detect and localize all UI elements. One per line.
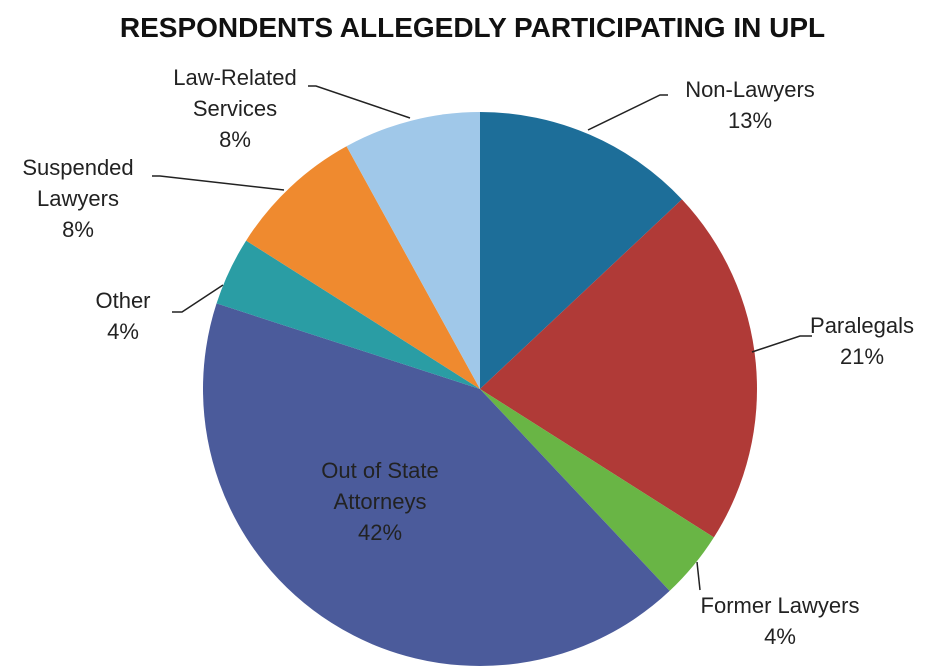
leader-line bbox=[308, 85, 411, 119]
value-label: 8% bbox=[219, 127, 251, 152]
slice-label: Other 4% bbox=[73, 285, 173, 347]
slice-label: Former Lawyers 4% bbox=[660, 590, 900, 652]
leader-lines bbox=[152, 85, 812, 591]
pie-slice bbox=[346, 112, 480, 389]
value-label: 4% bbox=[107, 319, 139, 344]
value-label: 4% bbox=[764, 624, 796, 649]
leader-line bbox=[751, 335, 812, 353]
pie-slice bbox=[203, 303, 670, 666]
slice-label: Out of State Attorneys 42% bbox=[305, 455, 455, 548]
pie-slice bbox=[216, 240, 480, 389]
slice-label: Suspended Lawyers 8% bbox=[8, 152, 148, 245]
slice-label: Paralegals 21% bbox=[782, 310, 942, 372]
pie-slice bbox=[480, 112, 682, 389]
slice-label: Non-Lawyers 13% bbox=[650, 74, 850, 136]
category-label: Former Lawyers bbox=[700, 593, 860, 618]
category-label: Law-Related Services bbox=[173, 65, 297, 121]
pie-slice bbox=[480, 389, 714, 591]
category-label: Non-Lawyers bbox=[685, 77, 815, 102]
pie-slice bbox=[246, 146, 480, 389]
pie-slice bbox=[480, 199, 757, 538]
category-label: Suspended Lawyers bbox=[22, 155, 134, 211]
category-label: Other bbox=[95, 288, 151, 313]
value-label: 8% bbox=[62, 217, 94, 242]
value-label: 21% bbox=[839, 344, 885, 369]
value-label: 13% bbox=[727, 108, 773, 133]
slice-label: Law-Related Services 8% bbox=[165, 62, 305, 155]
leader-line bbox=[587, 94, 668, 131]
leader-line bbox=[696, 561, 701, 591]
leader-line bbox=[152, 175, 285, 191]
category-label: Out of State Attorneys bbox=[321, 458, 439, 514]
pie bbox=[203, 112, 757, 666]
category-label: Paralegals bbox=[810, 313, 914, 338]
leader-line bbox=[172, 284, 224, 313]
value-label: 42% bbox=[357, 520, 403, 545]
chart-title: RESPONDENTS ALLEGEDLY PARTICIPATING IN U… bbox=[119, 12, 826, 43]
